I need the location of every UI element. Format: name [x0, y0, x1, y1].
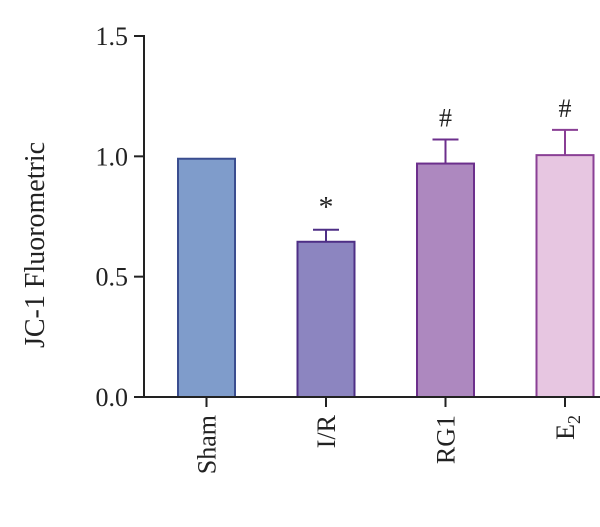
x-tick-label: E2	[551, 415, 584, 440]
significance-marker: #	[439, 103, 452, 132]
x-tick-label-group: RG1	[432, 415, 461, 464]
x-tick-label: RG1	[432, 415, 461, 464]
x-tick-label-group: Sham	[193, 415, 222, 474]
y-tick-label: 0.0	[96, 383, 129, 412]
significance-marker: #	[559, 94, 572, 123]
y-tick-label: 0.5	[96, 263, 129, 292]
y-tick-label: 1.5	[96, 22, 129, 51]
bar	[296, 240, 356, 398]
significance-marker: *	[319, 191, 334, 224]
bars-group: *##Δ	[177, 94, 595, 398]
x-tick-label: Sham	[193, 415, 222, 474]
x-tick-label-group: E2	[551, 415, 584, 440]
y-tick-label: 1.0	[96, 142, 129, 171]
x-tick-label-group: I/R	[312, 414, 341, 448]
bar	[416, 162, 475, 398]
bar	[535, 154, 595, 398]
bar	[177, 157, 236, 398]
y-axis-title: JC-1 Fluorometric	[20, 142, 51, 348]
x-tick-label: I/R	[312, 414, 341, 448]
y-axis: 0.0 0.5 1.0 1.5	[96, 22, 145, 412]
